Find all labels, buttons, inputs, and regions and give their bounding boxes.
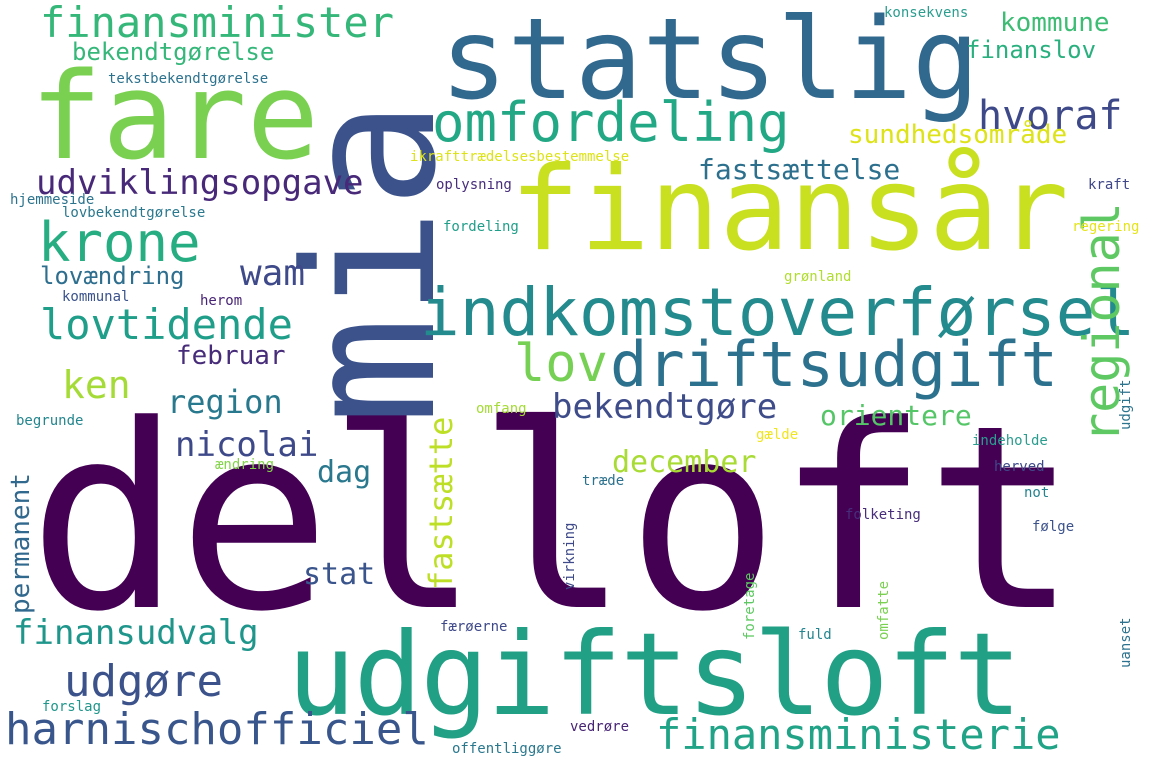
word-december: december bbox=[612, 445, 757, 480]
word-finansministerie: finansministerie bbox=[656, 710, 1061, 759]
word-begrunde: begrunde bbox=[16, 413, 84, 429]
word-lov: lov bbox=[514, 334, 608, 394]
word-statslig: statslig bbox=[440, 0, 980, 125]
word-bekendtgore: bekendtgøre bbox=[552, 387, 778, 427]
word-lovbekendtgorelse: lovbekendtgørelse bbox=[62, 205, 206, 221]
word-kraft: kraft bbox=[1088, 177, 1131, 193]
word-permanent: permanent bbox=[6, 473, 36, 614]
word-folketing: folketing bbox=[845, 507, 921, 523]
word-virkning: virkning bbox=[562, 522, 578, 590]
word-foretage: foretage bbox=[742, 572, 758, 640]
word-finanslov: finanslov bbox=[966, 36, 1097, 64]
word-aendring: ændring bbox=[215, 457, 275, 473]
word-herved: herved bbox=[994, 459, 1045, 475]
word-fordeling: fordeling bbox=[443, 219, 519, 235]
word-konsekvens: konsekvens bbox=[884, 5, 969, 21]
word-dag: dag bbox=[317, 455, 372, 490]
word-region: region bbox=[167, 383, 283, 421]
word-omfordeling: omfordeling bbox=[432, 91, 790, 154]
word-finansaar: finansår bbox=[510, 142, 1069, 277]
word-februar: februar bbox=[176, 341, 286, 371]
word-lovaendring: lovændring bbox=[40, 262, 185, 290]
word-vedrore: vedrøre bbox=[570, 719, 630, 735]
word-not: not bbox=[1024, 485, 1050, 501]
word-gaelde: gælde bbox=[756, 427, 799, 443]
word-finansudvalg: finansudvalg bbox=[13, 613, 259, 653]
word-tekstbekendtgorelse: tekstbekendtgørelse bbox=[108, 71, 269, 87]
word-ken: ken bbox=[62, 363, 131, 407]
word-forslag: forslag bbox=[42, 699, 102, 715]
word-omfatte: omfatte bbox=[876, 580, 892, 640]
word-udgiftsloft: udgiftsloft bbox=[287, 608, 1022, 741]
word-sundhedsomraade: sundhedsområde bbox=[848, 120, 1068, 150]
word-kommunal: kommunal bbox=[62, 289, 130, 305]
word-orientere: orientere bbox=[820, 399, 972, 432]
word-regering: regering bbox=[1072, 219, 1140, 235]
word-omfang: omfang bbox=[476, 401, 527, 417]
word-udviklingsopgave: udviklingsopgave bbox=[36, 163, 364, 203]
word-indkomstoverforsel: indkomstoverførsel bbox=[420, 274, 1136, 351]
word-bekendtgorelse: bekendtgørelse bbox=[72, 38, 275, 66]
word-faeroerne: færøerne bbox=[440, 619, 508, 635]
word-fuld: fuld bbox=[798, 627, 832, 643]
word-gronland: grønland bbox=[784, 269, 852, 285]
word-stat: stat bbox=[303, 557, 376, 592]
word-harnischofficiel: harnischofficiel bbox=[5, 704, 429, 755]
word-folge: følge bbox=[1032, 519, 1075, 535]
word-traede: træde bbox=[582, 473, 625, 489]
word-fare: fare bbox=[30, 48, 319, 187]
word-kommune: kommune bbox=[1000, 8, 1110, 38]
word-wam: wam bbox=[240, 253, 306, 294]
word-krone: krone bbox=[38, 211, 201, 274]
word-delloft: delloft bbox=[28, 371, 1079, 668]
word-fastsaettelse: fastsættelse bbox=[698, 153, 901, 186]
word-udgift: udgift bbox=[1118, 379, 1134, 430]
word-herom: herom bbox=[200, 293, 243, 309]
word-nicolai: nicolai bbox=[175, 425, 319, 465]
word-uanset: uanset bbox=[1118, 617, 1134, 668]
word-fastsaette: fastsætte bbox=[422, 416, 460, 590]
word-hjemmeside: hjemmeside bbox=[10, 192, 95, 208]
word-indeholde: indeholde bbox=[972, 433, 1048, 449]
word-oplysning: oplysning bbox=[436, 177, 512, 193]
word-ikrafttraedelsesbestemmelse: ikrafttrædelsesbestemmelse bbox=[410, 149, 630, 165]
word-udgore: udgøre bbox=[64, 656, 223, 707]
word-finansminister: finansminister bbox=[40, 0, 395, 47]
word-lovtidende: lovtidende bbox=[40, 300, 293, 349]
word-driftsudgift: driftsudgift bbox=[610, 328, 1058, 401]
word-offentliggore: offentliggøre bbox=[452, 741, 562, 757]
word-hvoraf: hvoraf bbox=[978, 93, 1123, 139]
